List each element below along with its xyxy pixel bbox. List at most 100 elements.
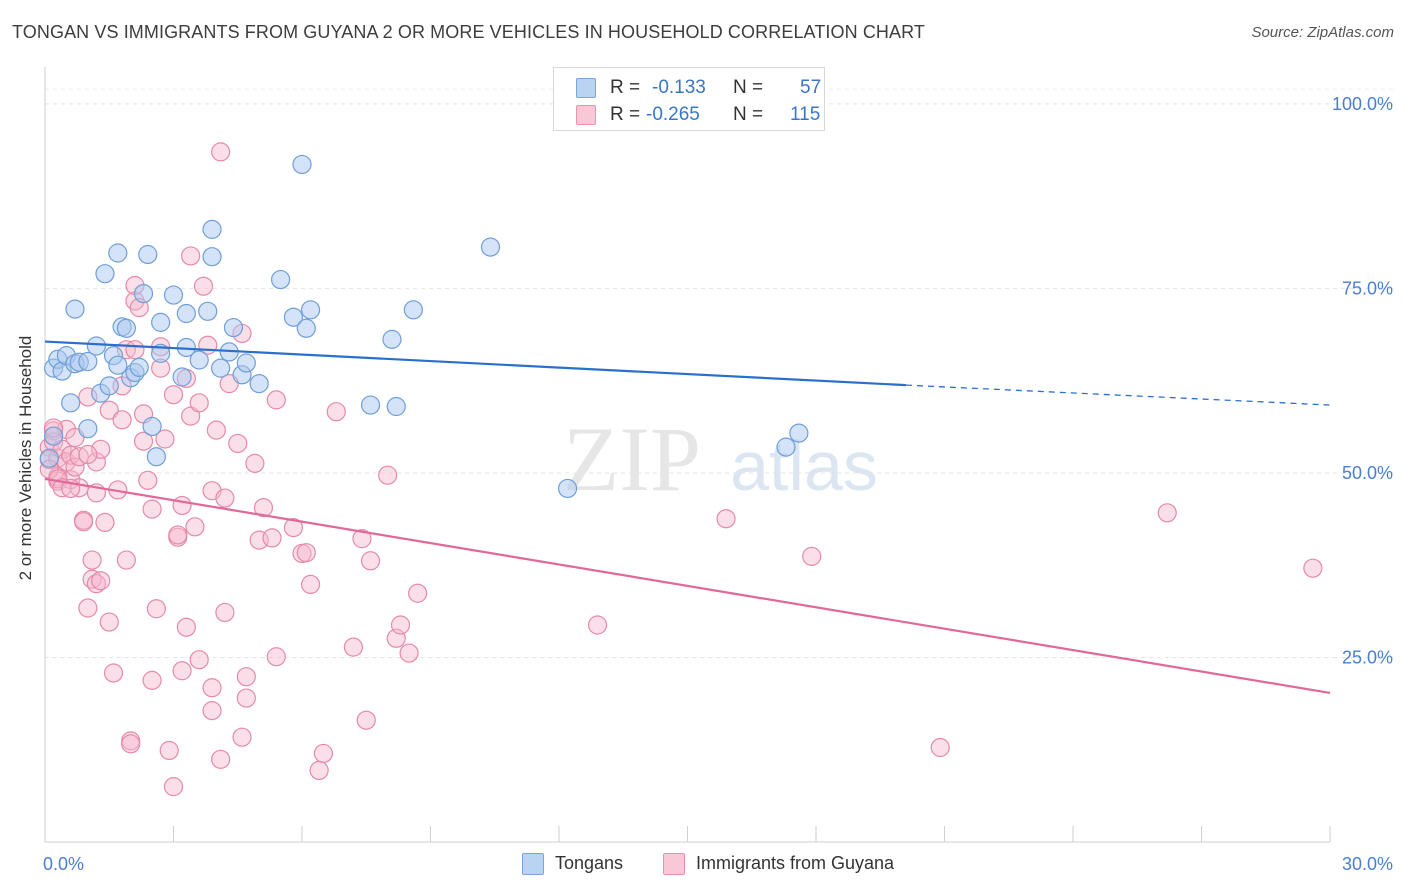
legend-r-label: R = (610, 104, 641, 125)
series-tongans-points (39, 154, 809, 499)
data-point-guyana (296, 543, 316, 563)
data-point-tongans (189, 350, 209, 370)
data-point-guyana (326, 402, 346, 422)
data-point-tongans (95, 264, 115, 284)
data-point-guyana (65, 457, 85, 477)
watermark: ZIP atlas (563, 408, 878, 510)
data-point-tongans (151, 343, 171, 363)
bottom-legend-label-tongans: Tongans (555, 853, 624, 873)
data-point-guyana (356, 710, 376, 730)
data-point-tongans (133, 283, 154, 304)
data-point-guyana (181, 246, 201, 266)
x-tick-label: 30.0% (1342, 854, 1393, 874)
y-tick-label: 100.0% (1332, 94, 1393, 114)
data-point-tongans (249, 374, 269, 394)
legend-r-value-guyana: -0.265 (646, 104, 700, 125)
data-point-guyana (309, 760, 329, 781)
data-point-tongans (116, 318, 136, 338)
data-point-guyana (352, 529, 372, 549)
data-point-guyana (142, 670, 162, 690)
data-point-guyana (232, 727, 252, 747)
trend-line-tongans-extension (905, 384, 1331, 406)
data-point-guyana (266, 390, 286, 410)
data-point-tongans (78, 419, 98, 439)
data-point-guyana (253, 498, 274, 518)
data-point-guyana (587, 615, 608, 635)
x-tick-label: 0.0% (43, 854, 84, 874)
legend-n-label: N = (733, 77, 764, 98)
data-point-guyana (283, 517, 304, 538)
data-point-guyana (390, 615, 411, 635)
data-point-guyana (313, 743, 334, 764)
data-point-guyana (189, 650, 209, 670)
data-point-guyana (78, 598, 98, 618)
bottom-legend-swatch-tongans (522, 853, 544, 875)
data-point-guyana (193, 276, 214, 296)
data-point-tongans (202, 247, 222, 267)
data-point-guyana (91, 571, 111, 591)
data-point-tongans (61, 393, 81, 413)
data-point-guyana (802, 546, 822, 566)
data-point-tongans (283, 307, 304, 327)
data-point-tongans (198, 301, 218, 321)
data-point-guyana (1157, 503, 1177, 523)
data-point-guyana (82, 550, 102, 570)
data-point-tongans (78, 351, 98, 372)
data-point-tongans (146, 447, 166, 467)
y-tick-label: 50.0% (1342, 463, 1393, 483)
data-point-tongans (480, 237, 501, 257)
data-point-tongans (108, 243, 128, 263)
legend-swatch-tongans (576, 78, 596, 98)
legend-r-label: R = (610, 77, 641, 98)
data-point-guyana (176, 617, 196, 637)
data-point-tongans (65, 299, 85, 319)
data-point-tongans (386, 396, 406, 417)
y-tick-label: 25.0% (1342, 647, 1393, 667)
legend-n-value-guyana: 115 (790, 104, 821, 125)
data-point-guyana (99, 400, 119, 420)
data-point-guyana (138, 470, 158, 490)
data-point-guyana (399, 643, 419, 663)
data-point-tongans (202, 219, 222, 239)
data-point-guyana (168, 525, 188, 545)
data-point-guyana (215, 488, 235, 508)
tick-labels: 25.0% 50.0% 75.0% 100.0% 0.0% 30.0% (43, 94, 1393, 874)
data-point-guyana (236, 667, 256, 687)
bottom-legend-label-guyana: Immigrants from Guyana (696, 853, 895, 873)
data-point-guyana (360, 551, 381, 571)
chart-title: TONGAN VS IMMIGRANTS FROM GUYANA 2 OR MO… (12, 22, 925, 42)
data-point-tongans (138, 244, 158, 265)
data-point-guyana (211, 142, 231, 162)
trend-lines (44, 340, 1331, 694)
data-point-guyana (185, 517, 205, 537)
data-point-guyana (159, 740, 179, 761)
data-point-guyana (266, 647, 286, 667)
data-point-tongans (176, 303, 196, 324)
trend-line-tongans (44, 340, 907, 387)
data-point-tongans (236, 353, 256, 373)
data-point-guyana (116, 550, 136, 570)
data-point-guyana (343, 637, 363, 657)
data-point-tongans (129, 357, 149, 378)
data-point-tongans (557, 478, 578, 499)
data-point-guyana (103, 663, 124, 683)
data-point-tongans (292, 154, 312, 175)
data-point-tongans (142, 416, 162, 437)
data-point-guyana (1303, 558, 1323, 578)
data-point-guyana (155, 429, 175, 449)
data-point-guyana (202, 678, 222, 698)
data-point-guyana (125, 340, 145, 360)
data-point-tongans (296, 318, 316, 338)
data-point-tongans (39, 448, 59, 468)
data-point-guyana (91, 439, 111, 459)
data-point-guyana (408, 583, 428, 603)
data-point-guyana (300, 574, 321, 595)
data-point-tongans (211, 358, 231, 378)
source-label: Source: ZipAtlas.com (1251, 24, 1394, 41)
data-point-tongans (300, 300, 321, 320)
data-point-guyana (189, 393, 209, 413)
data-point-tongans (776, 437, 796, 457)
data-point-tongans (99, 376, 119, 396)
data-point-guyana (228, 433, 248, 454)
